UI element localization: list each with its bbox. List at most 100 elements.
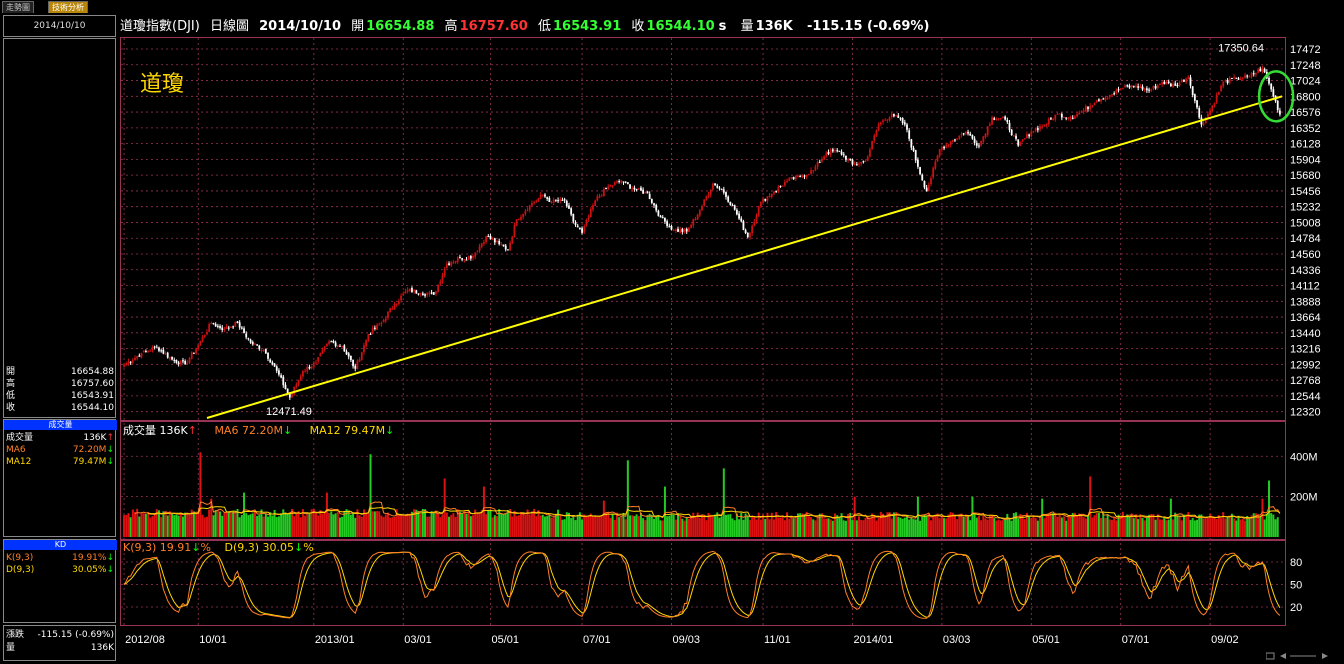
candle-body <box>1082 110 1085 113</box>
candle-body <box>650 198 653 203</box>
y-tick-label: 14560 <box>1290 249 1321 261</box>
price-chart-frame[interactable] <box>120 37 1286 421</box>
volume-bar <box>1244 520 1247 537</box>
candle-body <box>842 154 845 156</box>
candle-body <box>513 225 516 237</box>
candle-body <box>620 180 623 183</box>
volume-bar <box>1084 518 1087 537</box>
candle-body <box>986 126 989 135</box>
volume-bar <box>714 514 717 537</box>
candle-body <box>421 293 424 296</box>
close-suffix: s <box>718 19 727 34</box>
volume-header[interactable]: 成交量 <box>4 420 117 430</box>
open-value: 16654.88 <box>366 19 435 34</box>
volume-bar <box>938 518 941 537</box>
volume-bar <box>413 509 416 537</box>
volume-bar <box>722 468 725 537</box>
candle-body <box>208 324 211 332</box>
low-label: 低 <box>537 19 551 34</box>
volume-bar <box>1128 517 1131 537</box>
candle-body <box>1163 81 1166 85</box>
candle-body <box>670 226 673 230</box>
candle-body <box>890 113 893 118</box>
volume-bar <box>875 520 878 537</box>
candle-body <box>1089 105 1092 110</box>
quote-label: 收 <box>6 403 16 413</box>
candle-body <box>877 124 880 131</box>
candle-body <box>1211 105 1214 112</box>
volume-bar <box>509 509 512 537</box>
candle-body <box>744 229 747 233</box>
candle-body <box>445 263 448 269</box>
candle-body <box>297 380 300 385</box>
candle-body <box>1084 106 1087 112</box>
volume-bar <box>1006 513 1009 537</box>
candle-body <box>380 322 383 325</box>
candle-body <box>249 339 252 343</box>
candle-body <box>463 259 466 261</box>
volume-bar <box>576 514 579 537</box>
candle-body <box>236 321 239 323</box>
volume-bar <box>862 520 865 537</box>
candle-body <box>302 370 304 377</box>
volume-bar <box>212 515 215 537</box>
volume-bar <box>1097 512 1100 537</box>
candle-body <box>230 326 232 328</box>
candle-body <box>1191 86 1194 96</box>
volume-bar <box>973 514 976 537</box>
candle-body <box>1207 114 1209 117</box>
kd-header[interactable]: KD <box>4 540 117 550</box>
volume-bar <box>1100 518 1103 537</box>
volume-bar <box>840 513 843 537</box>
info-panel: 2014/10/10 開 16654.88 高 16757.60 低 16543.91… <box>3 15 117 661</box>
x-tick-label: 2013/01 <box>315 634 355 646</box>
scroll-controls[interactable] <box>1265 651 1336 661</box>
volume-bar <box>127 513 130 537</box>
vol-row: 成交量 136K↑ <box>6 433 114 444</box>
tab-technical[interactable]: 技術分析 <box>48 1 88 13</box>
volume-bar <box>923 514 926 537</box>
candle-body <box>903 122 906 125</box>
volume-bar <box>600 515 603 537</box>
candle-body <box>912 147 915 151</box>
zoom-controls-icon[interactable] <box>1265 651 1336 661</box>
tab-strip: 走勢圖 技術分析 <box>0 0 118 13</box>
volume-bar <box>1025 512 1028 537</box>
tab-trend[interactable]: 走勢圖 <box>2 1 34 13</box>
candle-body <box>779 185 782 187</box>
candle-body <box>720 188 723 190</box>
candle-body <box>336 345 339 347</box>
candle-body <box>901 118 904 123</box>
candle-body <box>668 226 671 228</box>
volume-bar <box>1178 516 1181 537</box>
candle-body <box>581 228 583 233</box>
scroll-left-icon[interactable] <box>1280 653 1286 659</box>
quote-row-low: 低 16543.91 <box>6 391 114 402</box>
volume-bar <box>356 509 359 537</box>
candle-body <box>633 187 636 190</box>
y-tick-label: 16800 <box>1290 91 1321 103</box>
volume-bar <box>1091 517 1094 537</box>
volume-bar <box>615 512 618 537</box>
volume-bar <box>243 492 246 537</box>
volume-chart-frame[interactable] <box>120 421 1286 540</box>
volume-bar <box>524 514 527 537</box>
scroll-right-icon[interactable] <box>1322 653 1328 659</box>
volume-bar <box>818 513 821 537</box>
volume-bar <box>330 511 333 537</box>
candle-body <box>1178 82 1181 86</box>
kd-chart-frame[interactable] <box>120 540 1286 626</box>
candle-body <box>1272 89 1275 97</box>
volume-bar <box>323 512 326 537</box>
volume-bar <box>140 512 143 537</box>
y-tick-label: 14784 <box>1290 233 1321 245</box>
candle-body <box>1226 79 1229 84</box>
volume-bar <box>452 513 455 537</box>
zoom-box-icon[interactable] <box>1265 652 1275 660</box>
volume-bar <box>480 510 483 537</box>
candle-body <box>1030 131 1033 137</box>
volume-bar <box>988 514 991 537</box>
volume-bar <box>618 517 621 537</box>
volume-bar <box>1270 513 1273 537</box>
candle-body <box>245 333 248 338</box>
